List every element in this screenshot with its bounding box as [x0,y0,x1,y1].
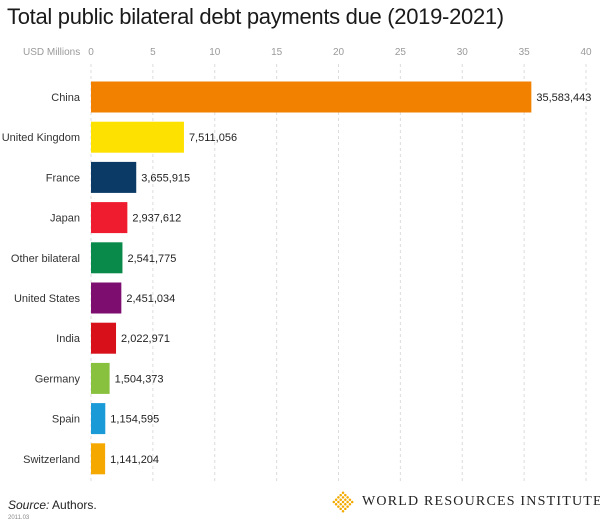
category-label: Japan [50,213,80,225]
x-tick-label: 30 [457,47,469,58]
category-label: France [46,172,80,184]
x-tick-label: 25 [395,47,407,58]
chart-title: Total public bilateral debt payments due… [7,4,504,29]
data-label: 1,141,204 [110,454,159,466]
x-tick-label: 15 [271,47,283,58]
logo-dot [339,493,342,497]
bar [91,121,184,153]
logo-dot [339,498,342,501]
data-label: 2,541,775 [127,253,176,265]
category-label: Other bilateral [11,253,80,265]
bar [91,403,106,435]
category-label: Spain [52,414,80,426]
data-label: 7,511,056 [189,132,237,144]
logo-dot [346,500,349,504]
bar [91,282,122,314]
data-label: 2,451,034 [126,293,175,305]
bar [91,202,128,234]
logo-dot [337,496,340,499]
data-label: 35,583,443 [536,92,591,104]
logo-dot [334,503,338,506]
logo-dot [339,507,342,511]
source-text: Authors. [49,498,97,512]
source-label: Source: [8,498,50,512]
logo-dot [344,493,347,497]
x-axis-label: USD Millions [23,47,80,58]
logo-dot [344,507,347,511]
wri-diamond-logo-icon [332,491,354,513]
logo-dot [341,496,345,499]
bar [91,81,532,113]
logo-dot [341,509,345,513]
logo-dot [344,498,347,501]
bar [91,362,110,394]
x-tick-label: 5 [150,47,156,58]
x-tick-label: 10 [209,47,221,58]
logo-dot [341,505,345,508]
logo-dot [341,491,345,495]
source-note: Source: Authors. [8,498,97,512]
logo-dot [346,496,349,499]
logo-dot [344,503,347,506]
data-label: 2,937,612 [132,213,181,225]
data-label: 2,022,971 [121,333,170,345]
bar [91,161,137,193]
logo-dot [350,500,354,504]
category-label: United Kingdom [2,132,80,144]
bar-chart: USD Millions 0 5 10 15 20 25 30 35 40 China 35,583,… [2,47,592,482]
category-label: United States [14,293,81,305]
bar [91,322,117,354]
category-label: Switzerland [23,454,80,466]
x-tick-label: 35 [519,47,531,58]
logo-dot [334,498,338,501]
x-tick-label: 20 [333,47,345,58]
category-label: China [51,92,81,104]
category-label: India [56,333,81,345]
logo-dot [337,500,340,504]
category-label: Germany [35,373,81,385]
logo-dot [346,505,349,508]
org-logo: WORLD RESOURCES INSTITUTE [332,491,600,513]
bar [91,242,123,274]
x-tick-label: 40 [580,47,592,58]
logo-dot [341,500,345,504]
logo-dot [339,503,342,506]
data-label: 1,154,595 [110,414,159,426]
bar [91,443,106,475]
x-tick-label: 0 [88,47,94,58]
org-name: WORLD RESOURCES INSTITUTE [362,494,600,509]
data-label: 3,655,915 [141,172,190,184]
logo-dot [337,505,340,508]
date-code: 2011.03 [8,515,30,521]
data-label: 1,504,373 [115,373,164,385]
logo-dot [348,503,352,506]
logo-dot [348,498,352,501]
logo-dot [332,500,336,504]
